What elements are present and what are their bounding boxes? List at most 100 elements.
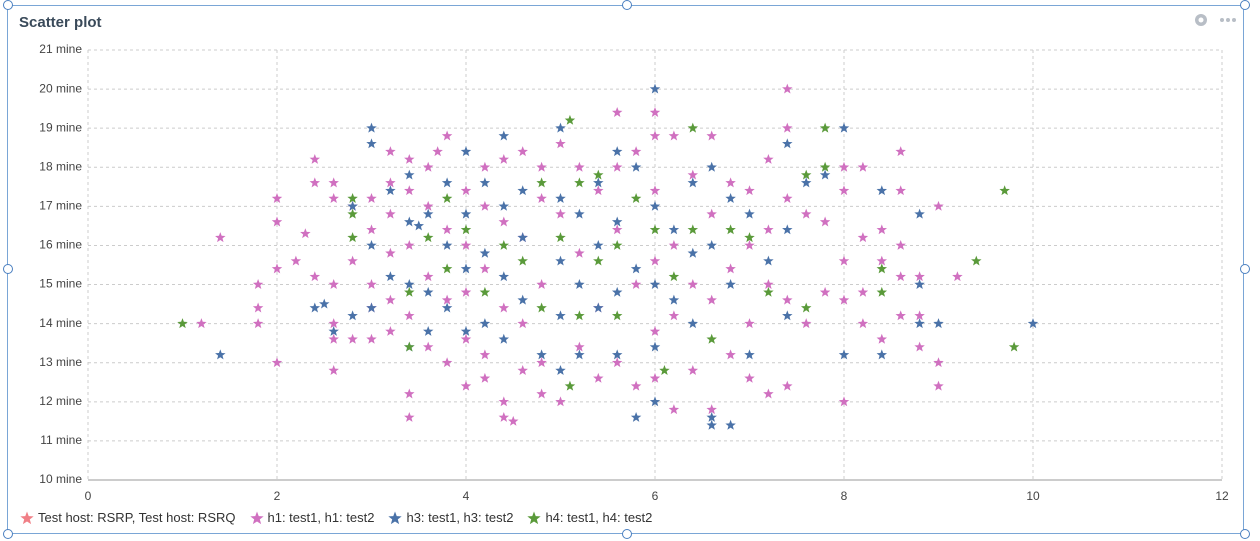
- point: [914, 279, 925, 289]
- point: [385, 208, 396, 219]
- point: [271, 193, 283, 203]
- point: [460, 333, 472, 344]
- point: [422, 161, 434, 172]
- point: [508, 415, 519, 426]
- point: [819, 286, 831, 297]
- point: [649, 200, 661, 211]
- point: [479, 349, 491, 360]
- point: [404, 239, 415, 250]
- point: [460, 325, 472, 336]
- point: [196, 318, 207, 329]
- point: [404, 411, 415, 422]
- point: [630, 193, 642, 203]
- point: [479, 372, 491, 383]
- point: [328, 333, 339, 344]
- point: [215, 232, 226, 243]
- y-tick-label: 15 mine: [39, 277, 82, 291]
- point: [498, 271, 510, 282]
- point: [404, 388, 415, 399]
- point: [668, 130, 680, 141]
- point: [763, 388, 774, 399]
- point: [876, 349, 888, 360]
- point: [800, 169, 812, 180]
- point: [574, 247, 585, 258]
- point: [933, 318, 944, 329]
- legend-item[interactable]: h1: test1, h1: test2: [249, 510, 375, 525]
- point: [706, 411, 717, 422]
- point: [555, 122, 566, 133]
- point: [593, 255, 604, 266]
- chart: 10 mine 11 mine 12 mine 13 mine 14 mine 15 mi…: [39, 42, 1229, 503]
- resize-handle[interactable]: [1240, 264, 1250, 274]
- point: [347, 310, 358, 321]
- point: [441, 302, 453, 313]
- legend-item[interactable]: h4: test1, h4: test2: [527, 510, 652, 525]
- point: [422, 271, 434, 282]
- point: [611, 146, 623, 157]
- point: [290, 255, 302, 266]
- point: [536, 357, 547, 368]
- point: [564, 114, 576, 125]
- point: [404, 216, 415, 227]
- resize-handle[interactable]: [622, 0, 632, 10]
- point: [536, 279, 547, 289]
- point: [914, 310, 925, 321]
- point: [838, 161, 850, 172]
- point: [460, 263, 472, 274]
- point: [630, 279, 642, 289]
- point: [687, 224, 699, 235]
- point: [876, 333, 888, 344]
- point: [687, 279, 699, 289]
- point: [460, 224, 472, 235]
- point: [782, 193, 793, 203]
- point: [574, 208, 585, 219]
- resize-handle[interactable]: [3, 0, 13, 10]
- legend-item[interactable]: h3: test1, h3: test2: [388, 510, 513, 525]
- x-tick-label: 2: [274, 489, 281, 503]
- point: [366, 122, 377, 133]
- point: [744, 232, 755, 243]
- point: [498, 411, 510, 422]
- point: [800, 318, 812, 329]
- point: [555, 365, 566, 375]
- legend-label: h1: test1, h1: test2: [267, 510, 375, 525]
- point: [782, 224, 793, 235]
- point: [611, 286, 623, 297]
- point: [611, 239, 623, 250]
- point: [441, 294, 453, 305]
- point: [404, 153, 415, 164]
- resize-handle[interactable]: [3, 264, 13, 274]
- point: [413, 220, 424, 231]
- point: [763, 286, 774, 297]
- point: [319, 298, 330, 309]
- point: [593, 185, 604, 196]
- point: [498, 239, 510, 250]
- point: [706, 208, 717, 219]
- resize-handle[interactable]: [622, 529, 632, 539]
- point: [649, 372, 661, 383]
- point: [952, 271, 963, 282]
- settings-icon[interactable]: [1195, 14, 1207, 26]
- point: [630, 161, 642, 172]
- point: [460, 239, 472, 250]
- more-icon[interactable]: [1220, 18, 1236, 22]
- resize-handle[interactable]: [1240, 529, 1250, 539]
- point: [895, 271, 906, 282]
- point: [385, 294, 396, 305]
- widget-actions: [1195, 14, 1236, 26]
- resize-handle[interactable]: [3, 529, 13, 539]
- legend-item[interactable]: Test host: RSRP, Test host: RSRQ: [20, 510, 236, 525]
- point: [782, 310, 793, 321]
- point: [687, 177, 699, 188]
- resize-handle[interactable]: [1240, 0, 1250, 10]
- point: [838, 185, 850, 196]
- point: [309, 153, 321, 164]
- point: [706, 130, 717, 141]
- point: [385, 247, 396, 258]
- point: [498, 130, 510, 141]
- point: [574, 177, 585, 188]
- point: [649, 224, 661, 235]
- legend-label: Test host: RSRP, Test host: RSRQ: [38, 510, 236, 525]
- point: [857, 318, 869, 329]
- point: [328, 279, 339, 289]
